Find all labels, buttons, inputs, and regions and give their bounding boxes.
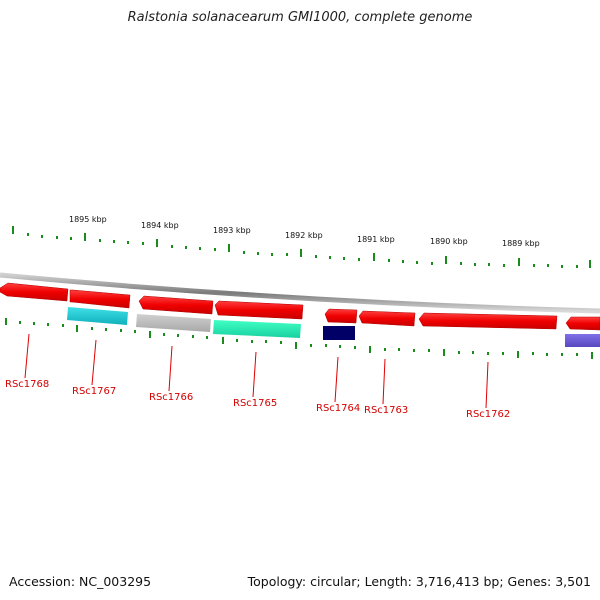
gene-label-RSc1765[interactable]: RSc1765	[233, 398, 277, 409]
gene-label-RSc1768[interactable]: RSc1768	[5, 379, 49, 390]
gene-RSc1765-arrow[interactable]	[214, 300, 304, 320]
gene-label-RSc1766[interactable]: RSc1766	[149, 392, 193, 403]
leader-RSc1763	[382, 358, 386, 405]
leader-RSc1762	[485, 361, 489, 409]
accession-text: Accession: NC_003295	[9, 574, 152, 589]
leader-RSc1766	[168, 345, 173, 392]
gene-labels: RSc1768 RSc1767 RSc1766 RSc1765 RSc1764 …	[5, 379, 510, 420]
genome-backbone	[0, 272, 600, 314]
gene-label-RSc1763[interactable]: RSc1763	[364, 405, 408, 416]
feature-slateblue[interactable]	[565, 334, 600, 347]
scale-label-1895: 1895 kbp	[69, 215, 107, 224]
scale-label-1894: 1894 kbp	[141, 221, 179, 230]
gene-label-leaders	[24, 333, 489, 409]
leader-RSc1768	[24, 333, 30, 379]
genome-summary-text: Topology: circular; Length: 3,716,413 bp…	[247, 574, 591, 589]
gene-RSc1767-arrow[interactable]	[69, 289, 131, 309]
scale-label-1892: 1892 kbp	[285, 231, 323, 240]
feature-blocks	[67, 307, 600, 347]
feature-navy[interactable]	[323, 326, 355, 340]
scale-labels: 1895 kbp 1894 kbp 1893 kbp 1892 kbp 1891…	[69, 215, 540, 248]
gene-next-arrow[interactable]	[565, 316, 600, 331]
scale-label-1889: 1889 kbp	[502, 239, 540, 248]
gene-label-RSc1764[interactable]: RSc1764	[316, 403, 360, 414]
leader-RSc1764	[334, 356, 339, 403]
forward-strand-genes	[0, 282, 600, 331]
gene-RSc1766-arrow[interactable]	[138, 295, 214, 315]
gene-RSc1762-arrow[interactable]	[418, 312, 558, 330]
feature-gray[interactable]	[136, 314, 211, 332]
scale-label-1890: 1890 kbp	[430, 237, 468, 246]
outer-scale-ticks	[12, 226, 591, 268]
leader-RSc1767	[91, 339, 97, 386]
feature-cyan[interactable]	[67, 307, 128, 325]
gene-RSc1768-arrow[interactable]	[0, 282, 69, 302]
leader-RSc1765	[252, 351, 257, 398]
gene-RSc1764-arrow[interactable]	[324, 308, 358, 324]
genome-title: Ralstonia solanacearum GMI1000, complete…	[127, 10, 473, 25]
feature-aquamarine[interactable]	[213, 320, 301, 338]
inner-scale-ticks	[5, 318, 593, 359]
scale-label-1891: 1891 kbp	[357, 235, 395, 244]
scale-label-1893: 1893 kbp	[213, 226, 251, 235]
gene-label-RSc1767[interactable]: RSc1767	[72, 386, 116, 397]
gene-RSc1763-arrow[interactable]	[358, 310, 416, 327]
gene-label-RSc1762[interactable]: RSc1762	[466, 409, 510, 420]
